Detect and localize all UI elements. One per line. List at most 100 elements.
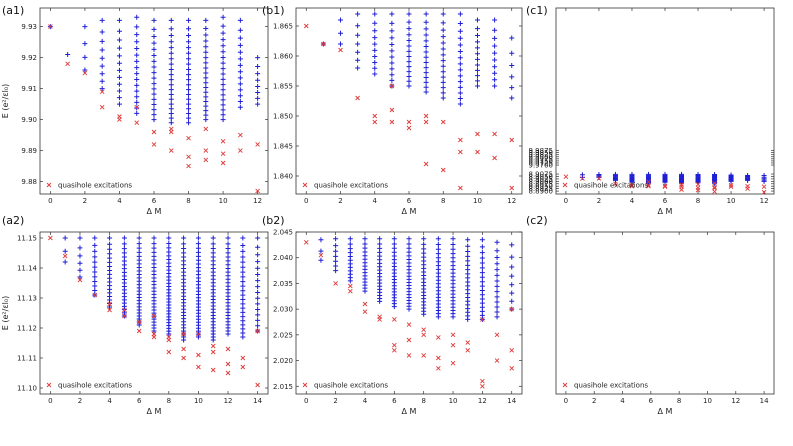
spectrum-point <box>705 152 710 157</box>
spectrum-point <box>634 154 639 159</box>
spectrum-point <box>151 52 157 58</box>
quasihole-point <box>509 137 515 143</box>
x-tick-label: 12 <box>760 197 769 205</box>
spectrum-point <box>92 288 98 294</box>
spectrum-point <box>237 98 243 104</box>
spectrum-point <box>116 60 122 66</box>
spectrum-point <box>474 51 480 57</box>
spectrum-point <box>92 264 98 270</box>
spectrum-point <box>186 50 192 56</box>
legend-marker <box>562 382 568 388</box>
spectrum-point <box>705 152 710 157</box>
y-tick-label: 9.9775 <box>529 155 554 163</box>
spectrum-point <box>606 150 611 155</box>
spectrum-point <box>134 82 140 88</box>
spectrum-point <box>457 79 463 85</box>
spectrum-point <box>220 49 226 55</box>
spectrum-point <box>719 152 724 157</box>
spectrum-point <box>225 331 231 337</box>
quasihole-point <box>712 189 717 194</box>
quasihole-point <box>691 160 695 164</box>
spectrum-point <box>406 78 412 84</box>
x-tick-label: 4 <box>107 397 112 405</box>
spectrum-point <box>465 267 471 273</box>
spectrum-point <box>240 259 246 265</box>
spectrum-point <box>509 298 515 304</box>
quasihole-point <box>210 349 216 355</box>
quasihole-point <box>181 355 186 361</box>
spectrum-point <box>237 81 243 87</box>
spectrum-point <box>220 102 226 108</box>
spectrum-point <box>719 150 724 155</box>
quasihole-point <box>679 182 684 188</box>
spectrum-point <box>479 237 485 243</box>
spectrum-point <box>136 235 142 241</box>
quasihole-point <box>65 61 70 67</box>
spectrum-point <box>372 59 378 65</box>
spectrum-point <box>355 57 361 63</box>
spectrum-point <box>406 83 412 89</box>
spectrum-point <box>634 152 639 157</box>
spectrum-point <box>691 154 696 159</box>
spectrum-point <box>136 322 142 328</box>
spectrum-point <box>747 151 752 156</box>
spectrum-point <box>107 304 113 310</box>
spectrum-point <box>705 156 710 161</box>
spectrum-point <box>255 323 261 329</box>
quasihole-point <box>596 176 602 181</box>
spectrum-point <box>691 152 696 157</box>
spectrum-point <box>620 151 625 156</box>
spectrum-point <box>107 255 113 261</box>
spectrum-point <box>406 19 412 25</box>
y-tick-label: 8.8925 <box>529 185 554 193</box>
spectrum-point <box>347 241 353 247</box>
spectrum-point <box>255 317 261 323</box>
spectrum-point <box>457 42 463 48</box>
spectrum-point <box>203 94 209 100</box>
spectrum-point <box>474 78 480 84</box>
panel-label: (b2) <box>262 214 285 227</box>
spectrum-point <box>606 152 611 157</box>
spectrum-point <box>136 245 142 251</box>
spectrum-point <box>479 296 485 302</box>
spectrum-point <box>648 153 653 158</box>
y-tick-label: 9.90 <box>21 116 37 124</box>
spectrum-point <box>634 153 639 158</box>
spectrum-point <box>372 54 378 60</box>
x-tick-label: 14 <box>760 397 769 405</box>
quasihole-point <box>99 89 105 95</box>
y-tick-label: 8.9050 <box>529 173 554 181</box>
quasihole-point <box>240 355 246 361</box>
spectrum-point <box>509 264 515 270</box>
spectrum-point <box>705 155 710 160</box>
spectrum-point <box>151 245 157 251</box>
quasihole-point <box>621 156 625 160</box>
spectrum-point <box>509 74 515 80</box>
spectrum-point <box>423 89 429 95</box>
spectrum-point <box>168 72 174 78</box>
spectrum-point <box>372 20 378 26</box>
quasihole-point <box>186 163 191 169</box>
spectrum-point <box>151 112 157 118</box>
spectrum-point <box>372 28 378 34</box>
quasihole-point <box>705 159 709 163</box>
x-tick-label: 2 <box>78 397 82 405</box>
spectrum-point <box>240 279 246 285</box>
panel-c2: 0 2 4 6 8 10 12 14 9.97009.97259.97509.97759.980… <box>526 147 775 416</box>
spectrum-point <box>203 60 209 66</box>
spectrum-point <box>762 153 767 158</box>
spectrum-point <box>99 29 105 35</box>
quasihole-point <box>450 360 456 366</box>
spectrum-point <box>474 73 480 79</box>
spectrum-point <box>691 150 696 155</box>
quasihole-point <box>372 113 378 119</box>
spectrum-point <box>168 26 174 32</box>
quasihole-point <box>458 149 463 155</box>
spectrum-point <box>733 149 738 154</box>
legend-marker <box>562 182 568 188</box>
spectrum-point <box>203 70 209 76</box>
spectrum-point <box>186 72 192 78</box>
spectrum-point <box>474 45 480 51</box>
spectrum-point <box>494 272 500 278</box>
quasihole-point <box>225 346 231 352</box>
